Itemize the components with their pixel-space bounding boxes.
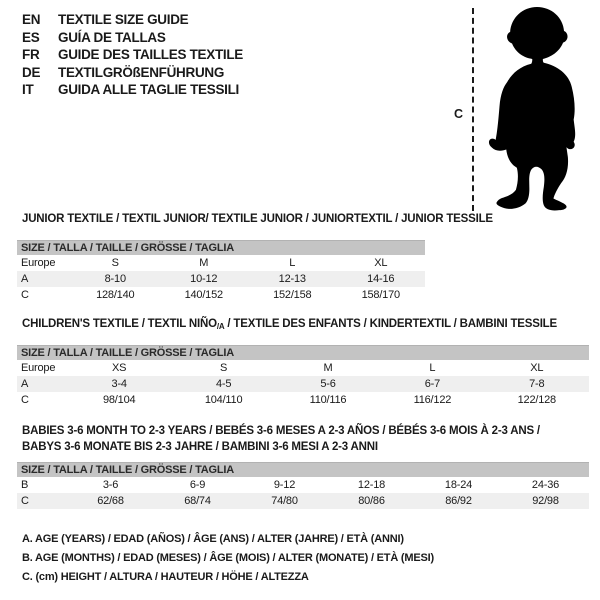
language-label: TEXTILGRÖßENFÜHRUNG [58,64,225,80]
footnote-age-months: B. AGE (MONTHS) / EDAD (MESES) / ÂGE (MO… [22,552,434,564]
table-cell: 128/140 [96,289,135,301]
table-cell: 6-7 [424,378,441,390]
table-cell: 6-9 [189,479,206,491]
junior-size-table: SIZE / TALLA / TAILLE / GRÖSSE / TAGLIA E… [17,240,425,303]
children-size-table: SIZE / TALLA / TAILLE / GRÖSSE / TAGLIA E… [17,345,589,408]
table-row: A 8-10 10-12 12-13 14-16 [17,271,425,287]
table-cell: L [429,362,436,374]
size-header-bar: SIZE / TALLA / TAILLE / GRÖSSE / TAGLIA [17,240,425,255]
row-label-cell: B [21,479,29,491]
children-title-sub: /A [216,322,225,331]
children-title-pre: CHILDREN'S TEXTILE / TEXTIL NIÑO [22,318,217,330]
table-cell: 3-4 [111,378,128,390]
table-cell: 104/110 [204,394,243,406]
table-cell: L [289,257,296,269]
language-row: IT GUIDA ALLE TAGLIE TESSILI [22,81,243,99]
table-row: C 128/140 140/152 152/158 158/170 [17,287,425,303]
table-cell: 12-13 [278,273,306,285]
row-label-cell: Europe [21,257,56,269]
language-label: TEXTILE SIZE GUIDE [58,12,189,27]
babies-title-line1: BABIES 3-6 MONTH TO 2-3 YEARS / BEBÉS 3-… [22,425,540,437]
table-cell: 10-12 [190,273,218,285]
table-cell: 98/104 [102,394,136,406]
language-row: ES GUÍA DE TALLAS [22,29,243,47]
footnote-list: A. AGE (YEARS) / EDAD (AÑOS) / ÂGE (ANS)… [22,530,434,587]
table-row: Europe XS S M L XL [17,360,589,376]
table-cell: 80/86 [358,495,385,507]
babies-size-table: SIZE / TALLA / TAILLE / GRÖSSE / TAGLIA B… [17,462,589,509]
language-list: EN TEXTILE SIZE GUIDE ES GUÍA DE TALLAS FR GU… [22,11,243,99]
table-cell: 116/122 [413,394,452,406]
table-cell: M [323,362,333,374]
table-row: C 98/104 104/110 110/116 116/122 122/128 [17,392,589,408]
table-cell: M [199,257,209,269]
size-header-bar: SIZE / TALLA / TAILLE / GRÖSSE / TAGLIA [17,345,589,360]
table-cell: 110/116 [309,394,347,406]
language-row: DE TEXTILGRÖßENFÜHRUNG [22,64,243,82]
children-section-title: CHILDREN'S TEXTILE / TEXTIL NIÑO/A / TEX… [22,318,557,331]
row-label-cell: Europe [21,362,56,374]
table-cell: 14-16 [367,273,395,285]
table-cell: 5-6 [320,378,336,390]
table-cell: S [111,257,119,269]
table-cell: 158/170 [361,289,401,301]
language-row: FR GUIDE DES TAILLES TEXTILE [22,46,243,64]
language-code: EN [22,12,41,27]
language-label: GUIDE DES TAILLES TEXTILE [58,47,244,63]
table-cell: 152/158 [273,289,312,301]
table-cell: XL [374,257,388,269]
table-cell: 68/74 [184,495,211,507]
language-label: GUÍA DE TALLAS [58,29,166,45]
footnote-height-cm: C. (cm) HEIGHT / ALTURA / HAUTEUR / HÖHE… [22,571,309,583]
height-measure-label: C [454,107,464,121]
footnote-age-years: A. AGE (YEARS) / EDAD (AÑOS) / ÂGE (ANS)… [22,533,404,545]
table-cell: 92/98 [532,495,559,507]
table-row: C 62/68 68/74 74/80 80/86 86/92 92/98 [17,493,589,509]
table-cell: 24-36 [531,479,560,491]
language-code: DE [22,64,41,80]
babies-title-line2: BABYS 3-6 MONATE BIS 2-3 JAHRE / BAMBINI… [22,441,378,453]
table-cell: 3-6 [102,479,119,491]
table-cell: 4-5 [215,378,232,390]
size-header-bar: SIZE / TALLA / TAILLE / GRÖSSE / TAGLIA [17,462,589,477]
table-cell: XS [112,362,127,374]
row-label-cell: A [21,378,29,390]
language-code: IT [22,82,34,98]
row-label-cell: C [21,394,29,406]
table-cell: 62/68 [97,495,124,507]
table-cell: 74/80 [271,495,298,507]
row-label-cell: A [21,273,29,285]
table-row: B 3-6 6-9 9-12 12-18 18-24 24-36 [17,477,589,493]
table-cell: S [220,362,228,374]
table-cell: 7-8 [529,378,545,390]
table-cell: 140/152 [184,289,224,301]
table-cell: 18-24 [444,479,473,491]
table-cell: 9-12 [273,479,296,491]
babies-section-title: BABIES 3-6 MONTH TO 2-3 YEARS / BEBÉS 3-… [22,423,540,455]
language-label: GUIDA ALLE TAGLIE TESSILI [58,82,239,98]
children-title-post: / TEXTILE DES ENFANTS / KINDERTEXTIL / B… [224,318,557,330]
junior-section-title: JUNIOR TEXTILE / TEXTIL JUNIOR/ TEXTILE … [22,213,493,225]
toddler-silhouette-icon [488,6,576,211]
language-code: ES [22,29,40,45]
table-cell: 86/92 [445,495,472,507]
table-row: Europe S M L XL [17,255,425,271]
table-cell: 8-10 [104,273,126,285]
language-code: FR [22,47,40,63]
height-measure-dashed-line [472,8,474,211]
table-row: A 3-4 4-5 5-6 6-7 7-8 [17,376,589,392]
table-cell: XL [530,362,544,374]
row-label-cell: C [21,289,29,301]
table-cell: 122/128 [517,394,557,406]
row-label-cell: C [21,495,29,507]
table-cell: 12-18 [357,479,386,491]
language-row: EN TEXTILE SIZE GUIDE [22,11,243,29]
